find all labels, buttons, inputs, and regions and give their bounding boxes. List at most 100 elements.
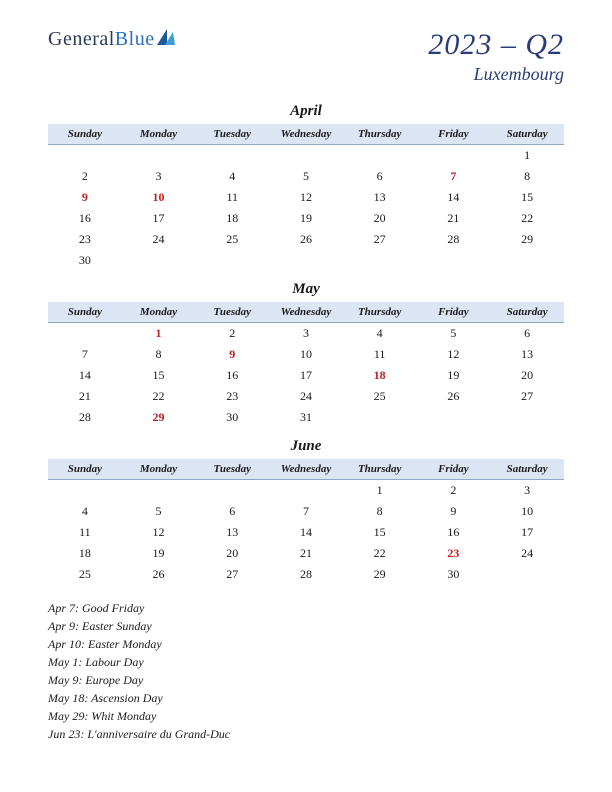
calendar-cell bbox=[195, 145, 269, 167]
calendar-cell: 4 bbox=[343, 323, 417, 345]
calendar-cell: 11 bbox=[48, 522, 122, 543]
holiday-entry: Apr 10: Easter Monday bbox=[48, 635, 564, 653]
calendar-cell: 6 bbox=[195, 501, 269, 522]
calendar-cell bbox=[269, 145, 343, 167]
calendar-cell: 3 bbox=[269, 323, 343, 345]
calendar-cell: 5 bbox=[269, 166, 343, 187]
calendar-row: 28293031 bbox=[48, 407, 564, 428]
calendar-cell: 14 bbox=[269, 522, 343, 543]
day-header: Monday bbox=[122, 302, 196, 323]
calendar-cell: 27 bbox=[343, 229, 417, 250]
day-header: Wednesday bbox=[269, 302, 343, 323]
calendar-cell bbox=[48, 145, 122, 167]
day-header: Thursday bbox=[343, 302, 417, 323]
day-header: Sunday bbox=[48, 302, 122, 323]
calendar-cell: 17 bbox=[269, 365, 343, 386]
calendar-row: 30 bbox=[48, 250, 564, 271]
holiday-entry: May 9: Europe Day bbox=[48, 671, 564, 689]
calendar-cell: 11 bbox=[195, 187, 269, 208]
month-title: May bbox=[48, 281, 564, 298]
page-subtitle: Luxembourg bbox=[428, 64, 564, 85]
calendar-cell: 2 bbox=[417, 480, 491, 502]
calendar-container: AprilSundayMondayTuesdayWednesdayThursda… bbox=[48, 103, 564, 585]
calendar-cell: 12 bbox=[269, 187, 343, 208]
calendar-row: 11121314151617 bbox=[48, 522, 564, 543]
holiday-entry: May 29: Whit Monday bbox=[48, 707, 564, 725]
calendar-cell: 7 bbox=[48, 344, 122, 365]
calendar-row: 9101112131415 bbox=[48, 187, 564, 208]
calendar-cell bbox=[490, 407, 564, 428]
title-block: 2023 – Q2 Luxembourg bbox=[428, 28, 564, 85]
day-header: Friday bbox=[417, 302, 491, 323]
calendar-cell: 13 bbox=[343, 187, 417, 208]
calendar-cell: 18 bbox=[48, 543, 122, 564]
calendar-cell: 2 bbox=[195, 323, 269, 345]
calendar-cell: 15 bbox=[122, 365, 196, 386]
calendar-cell: 9 bbox=[417, 501, 491, 522]
calendar-cell: 8 bbox=[490, 166, 564, 187]
calendar-cell bbox=[122, 250, 196, 271]
calendar-row: 78910111213 bbox=[48, 344, 564, 365]
calendar-cell bbox=[269, 480, 343, 502]
calendar-row: 14151617181920 bbox=[48, 365, 564, 386]
page-title: 2023 – Q2 bbox=[428, 28, 564, 62]
calendar-cell: 22 bbox=[343, 543, 417, 564]
calendar-cell bbox=[48, 480, 122, 502]
calendar-cell bbox=[417, 145, 491, 167]
day-header: Saturday bbox=[490, 124, 564, 145]
holiday-entry: May 18: Ascension Day bbox=[48, 689, 564, 707]
calendar-cell: 29 bbox=[490, 229, 564, 250]
calendar-cell: 10 bbox=[122, 187, 196, 208]
calendar-cell: 25 bbox=[343, 386, 417, 407]
calendar-cell bbox=[343, 407, 417, 428]
holiday-entry: May 1: Labour Day bbox=[48, 653, 564, 671]
calendar-cell: 24 bbox=[122, 229, 196, 250]
calendar-cell: 27 bbox=[195, 564, 269, 585]
calendar-cell: 1 bbox=[343, 480, 417, 502]
calendar-cell: 30 bbox=[48, 250, 122, 271]
calendar-cell: 1 bbox=[122, 323, 196, 345]
calendar-cell: 21 bbox=[417, 208, 491, 229]
calendar-table: SundayMondayTuesdayWednesdayThursdayFrid… bbox=[48, 459, 564, 585]
calendar-cell: 19 bbox=[122, 543, 196, 564]
calendar-cell: 3 bbox=[490, 480, 564, 502]
calendar-row: 123 bbox=[48, 480, 564, 502]
day-header: Sunday bbox=[48, 124, 122, 145]
calendar-cell bbox=[122, 145, 196, 167]
calendar-cell: 28 bbox=[269, 564, 343, 585]
calendar-cell: 20 bbox=[490, 365, 564, 386]
calendar-cell: 15 bbox=[343, 522, 417, 543]
day-header: Tuesday bbox=[195, 302, 269, 323]
calendar-cell: 13 bbox=[195, 522, 269, 543]
calendar-cell: 6 bbox=[343, 166, 417, 187]
calendar-cell: 11 bbox=[343, 344, 417, 365]
calendar-cell: 21 bbox=[269, 543, 343, 564]
holiday-list: Apr 7: Good FridayApr 9: Easter SundayAp… bbox=[48, 599, 564, 743]
month-block: May SundayMondayTuesdayWednesdayThursdayF… bbox=[48, 281, 564, 428]
calendar-cell: 31 bbox=[269, 407, 343, 428]
day-header: Sunday bbox=[48, 459, 122, 480]
calendar-cell: 8 bbox=[122, 344, 196, 365]
calendar-cell: 1 bbox=[490, 145, 564, 167]
holiday-entry: Apr 7: Good Friday bbox=[48, 599, 564, 617]
calendar-cell: 5 bbox=[417, 323, 491, 345]
calendar-row: 123456 bbox=[48, 323, 564, 345]
calendar-cell: 5 bbox=[122, 501, 196, 522]
calendar-row: 45678910 bbox=[48, 501, 564, 522]
calendar-cell bbox=[343, 145, 417, 167]
calendar-cell: 12 bbox=[122, 522, 196, 543]
calendar-cell: 7 bbox=[269, 501, 343, 522]
calendar-cell bbox=[417, 250, 491, 271]
month-title: April bbox=[48, 103, 564, 120]
logo-text-blue: Blue bbox=[115, 28, 155, 51]
calendar-cell bbox=[343, 250, 417, 271]
calendar-cell: 25 bbox=[195, 229, 269, 250]
calendar-cell: 3 bbox=[122, 166, 196, 187]
calendar-cell: 6 bbox=[490, 323, 564, 345]
logo-mark-icon bbox=[157, 28, 175, 51]
calendar-cell: 10 bbox=[490, 501, 564, 522]
calendar-row: 23242526272829 bbox=[48, 229, 564, 250]
calendar-row: 252627282930 bbox=[48, 564, 564, 585]
calendar-row: 16171819202122 bbox=[48, 208, 564, 229]
logo-text-general: General bbox=[48, 28, 115, 51]
